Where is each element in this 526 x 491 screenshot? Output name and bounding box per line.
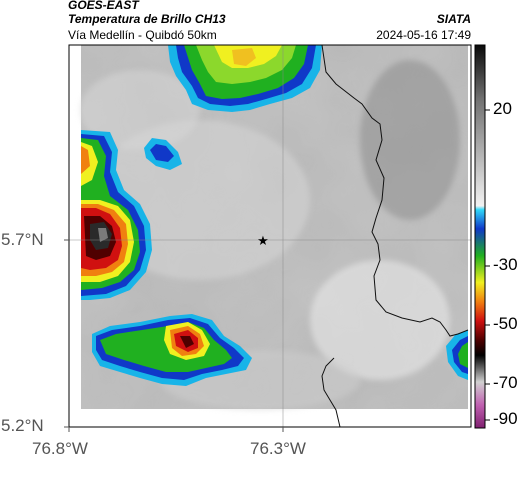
header-datetime: 2024-05-16 17:49 xyxy=(376,28,471,42)
colorbar-tick-label: 20 xyxy=(493,99,512,118)
river-line xyxy=(321,357,341,427)
plot-frame xyxy=(68,44,472,428)
lat-tick-label: 5.2°N xyxy=(1,416,44,435)
header-provider: SIATA xyxy=(436,12,471,26)
colorbar-tick-label: -90 xyxy=(493,409,518,428)
cloud-top-center xyxy=(168,45,322,112)
colorbar-tick-label: -70 xyxy=(493,373,518,392)
cloud-small-west xyxy=(144,138,182,170)
colorbar xyxy=(474,44,490,429)
cloud-left-edge xyxy=(81,130,152,300)
colorbar-tick-label: -50 xyxy=(493,314,518,333)
header-product-row: Temperatura de Brillo CH13 SIATA xyxy=(68,12,471,26)
colorbar-tick-label: -30 xyxy=(493,255,518,274)
header-region: Vía Medellín - Quibdó 50km xyxy=(68,28,217,42)
cloud-lower-left xyxy=(92,314,252,386)
lat-tick-label: 5.7°N xyxy=(1,230,44,249)
star-icon: ★ xyxy=(257,234,269,249)
lon-tick-label: 76.8°W xyxy=(32,439,88,458)
header-satellite: GOES-EAST xyxy=(68,0,139,12)
border-line xyxy=(321,45,469,337)
header-product: Temperatura de Brillo CH13 xyxy=(68,12,226,26)
lon-tick-label: 76.3°W xyxy=(250,439,306,458)
header-region-row: Vía Medellín - Quibdó 50km 2024-05-16 17… xyxy=(68,28,471,42)
cloud-right-edge xyxy=(446,330,468,380)
